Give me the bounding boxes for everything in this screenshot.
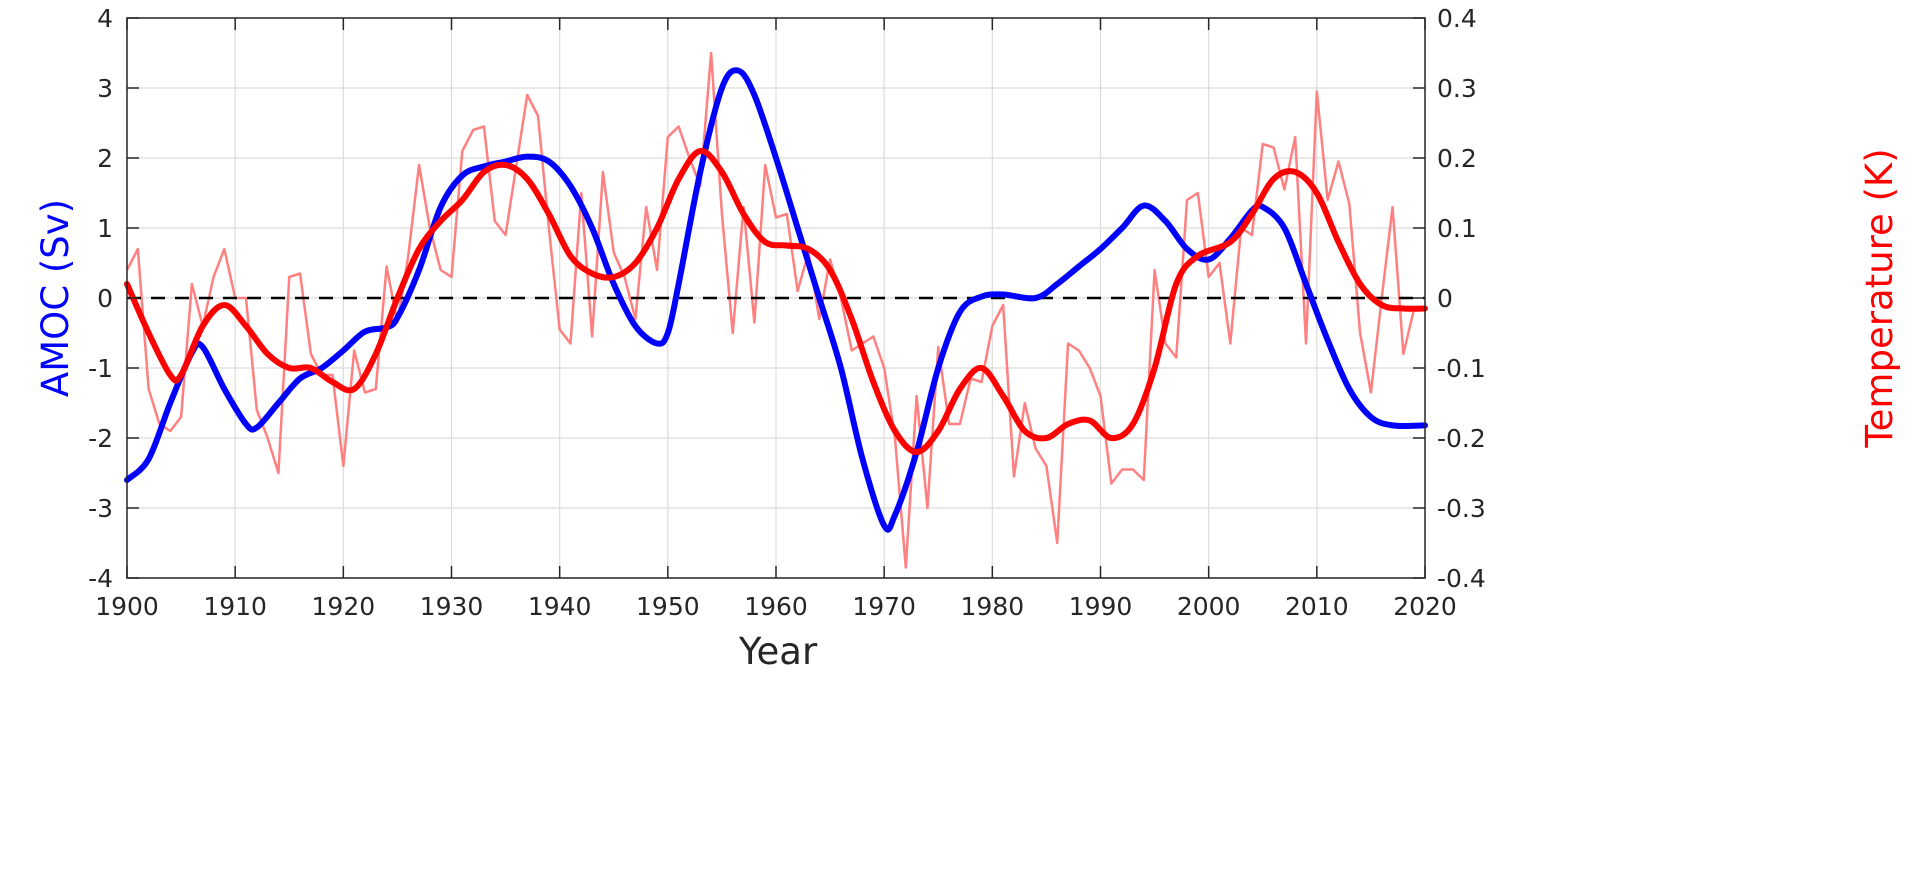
x-tick-label: 1920 xyxy=(312,592,376,621)
x-tick-label: 1960 xyxy=(744,592,808,621)
y-axis-label-right: Temperature (K) xyxy=(1858,148,1901,448)
y-tick-label-left: 4 xyxy=(97,4,113,33)
x-tick-label: 1990 xyxy=(1069,592,1133,621)
y-tick-label-right: 0.1 xyxy=(1437,214,1477,243)
y-tick-label-right: 0 xyxy=(1437,284,1453,313)
x-tick-label: 1930 xyxy=(420,592,484,621)
y-tick-label-right: -0.2 xyxy=(1437,424,1486,453)
y-axis-label-left: AMOC (Sv) xyxy=(34,199,77,397)
y-tick-label-left: -3 xyxy=(88,494,113,523)
series-layer xyxy=(124,51,1428,569)
x-axis-label: Year xyxy=(738,630,818,673)
y-tick-label-right: 0.3 xyxy=(1437,74,1477,103)
x-tick-label: 1900 xyxy=(95,592,159,621)
x-tick-label: 1980 xyxy=(961,592,1025,621)
x-tick-label: 1970 xyxy=(852,592,916,621)
x-tick-label: 2010 xyxy=(1285,592,1349,621)
y-tick-label-right: 0.2 xyxy=(1437,144,1477,173)
ticks: 1900 1910 1920 1930 1940 1950 1960 1970 1980 1990… xyxy=(88,4,1486,621)
y-tick-label-left: 1 xyxy=(97,214,113,243)
y-tick-label-left: 0 xyxy=(97,284,113,313)
x-tick-label: 1910 xyxy=(203,592,267,621)
y-tick-label-left: -4 xyxy=(88,564,113,593)
y-tick-label-left: 3 xyxy=(97,74,113,103)
temperature-smoothed-line xyxy=(124,148,1428,456)
x-tick-label: 1950 xyxy=(636,592,700,621)
y-tick-label-left: -2 xyxy=(88,424,113,453)
y-tick-label-right: -0.1 xyxy=(1437,354,1486,383)
x-tick-label: 2020 xyxy=(1393,592,1457,621)
y-tick-label-right: -0.3 xyxy=(1437,494,1486,523)
temperature-annual-line xyxy=(125,51,1416,569)
y-tick-label-right: -0.4 xyxy=(1437,564,1486,593)
x-tick-label: 2000 xyxy=(1177,592,1241,621)
x-tick-label: 1940 xyxy=(528,592,592,621)
y-tick-label-right: 0.4 xyxy=(1437,4,1477,33)
y-tick-label-left: -1 xyxy=(88,354,113,383)
y-tick-label-left: 2 xyxy=(97,144,113,173)
amoc-smoothed-line xyxy=(124,67,1428,533)
